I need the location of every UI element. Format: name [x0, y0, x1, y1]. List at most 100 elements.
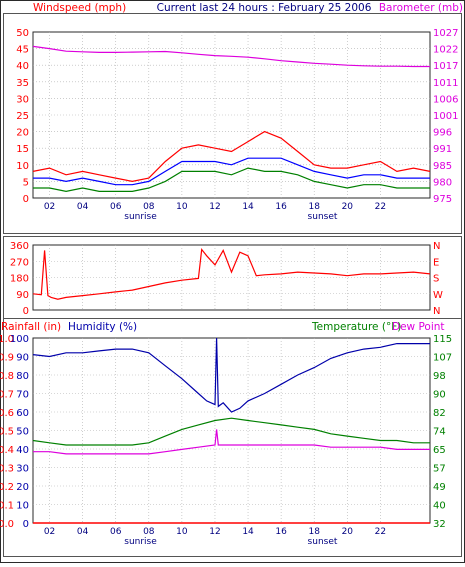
dewpoint-axis-title: Dew Point [392, 321, 445, 333]
rainfall-tick-label: 0.3 [0, 464, 14, 475]
barometer-tick-label: 996 [433, 128, 452, 139]
x-tick-label-wind: 12 [209, 202, 220, 212]
wind-gust-series [32, 130, 431, 183]
direction-degree-tick-label: 180 [10, 274, 29, 285]
x-tick-label-climate: 08 [143, 527, 155, 537]
barometer-tick-label: 1027 [433, 28, 458, 39]
direction-compass-tick-label: S [433, 274, 439, 285]
direction-degree-tick-label: 0 [23, 306, 29, 317]
wind-panel-frame [3, 13, 462, 234]
temperature-axis-title: Temperature (°F) [311, 321, 401, 333]
temperature-series [32, 417, 430, 446]
temperature-tick-label: 90 [433, 390, 446, 401]
windspeed-tick-label: 40 [16, 61, 29, 72]
x-tick-label-wind: 04 [77, 202, 89, 212]
barometer-tick-label: 1011 [433, 78, 458, 89]
barometer-tick-label: 985 [433, 161, 452, 172]
windspeed-tick-label: 50 [16, 28, 29, 39]
temperature-tick-label: 107 [433, 353, 452, 364]
temperature-tick-label: 40 [433, 501, 446, 512]
barometer-tick-label: 980 [433, 177, 452, 188]
x-tick-label-climate: 02 [44, 527, 55, 537]
windspeed-tick-label: 5 [23, 177, 29, 188]
sunset-label: sunset [308, 212, 338, 222]
humidity-tick-label: 90 [16, 353, 29, 364]
rainfall-tick-label: 0.2 [0, 482, 14, 493]
x-tick-label-climate: 12 [209, 527, 220, 537]
x-tick-label-wind: 06 [110, 202, 122, 212]
direction-degree-tick-label: 90 [16, 290, 29, 301]
barometer-axis-title: Barometer (mb) [379, 2, 463, 14]
humidity-tick-label: 80 [16, 371, 29, 382]
windspeed-tick-label: 35 [16, 78, 29, 89]
rainfall-tick-label: 0.8 [0, 371, 14, 382]
humidity-axis-title: Humidity (%) [68, 321, 137, 333]
temperature-tick-label: 57 [433, 464, 446, 475]
x-tick-label-wind: 20 [342, 202, 354, 212]
barometer-tick-label: 1006 [433, 94, 458, 105]
windspeed-tick-label: 25 [16, 111, 29, 122]
barometer-tick-label: 975 [433, 194, 452, 205]
direction-degree-tick-label: 270 [10, 257, 29, 268]
humidity-tick-label: 30 [16, 464, 29, 475]
direction-degree-tick-label: 360 [10, 241, 29, 252]
rainfall-tick-label: 0.7 [0, 390, 14, 401]
x-tick-label-wind: 02 [44, 202, 55, 212]
sunset-label: sunset [308, 537, 338, 547]
x-tick-label-climate: 06 [110, 527, 122, 537]
wind-average-series [33, 157, 430, 186]
windspeed-tick-label: 30 [16, 94, 29, 105]
humidity-tick-label: 100 [10, 334, 29, 345]
sunrise-label: sunrise [124, 537, 157, 547]
x-tick-label-climate: 22 [375, 527, 386, 537]
barometer-series [32, 45, 430, 68]
rainfall-tick-label: 1.0 [0, 334, 14, 345]
barometer-tick-label: 1022 [433, 45, 458, 56]
wind-direction-series [32, 247, 431, 300]
windspeed-tick-label: 20 [16, 128, 29, 139]
dewpoint-series [33, 429, 430, 455]
rainfall-tick-label: 0.9 [0, 353, 14, 364]
direction-compass-tick-label: E [433, 257, 439, 268]
direction-compass-tick-label: N [433, 241, 440, 252]
temperature-tick-label: 65 [433, 445, 446, 456]
humidity-tick-label: 0 [23, 519, 29, 530]
x-tick-label-wind: 10 [176, 202, 188, 212]
barometer-tick-label: 991 [433, 144, 452, 155]
climate-panel-frame [3, 318, 462, 557]
temperature-tick-label: 49 [433, 482, 446, 493]
windspeed-tick-label: 0 [23, 194, 29, 205]
humidity-tick-label: 70 [16, 390, 29, 401]
x-tick-label-wind: 14 [242, 202, 254, 212]
x-tick-label-wind: 18 [308, 202, 320, 212]
x-tick-label-climate: 18 [308, 527, 320, 537]
x-tick-label-climate: 20 [342, 527, 354, 537]
rainfall-tick-label: 0.0 [0, 519, 14, 530]
humidity-tick-label: 50 [16, 427, 29, 438]
barometer-tick-label: 1001 [433, 111, 458, 122]
temperature-tick-label: 32 [433, 519, 446, 530]
windspeed-tick-label: 10 [16, 161, 29, 172]
humidity-series [32, 337, 430, 413]
direction-compass-tick-label: N [433, 306, 440, 317]
x-tick-label-wind: 16 [275, 202, 287, 212]
rainfall-tick-label: 0.1 [0, 501, 14, 512]
x-tick-label-wind: 08 [143, 202, 155, 212]
barometer-tick-label: 1017 [433, 61, 458, 72]
windspeed-tick-label: 15 [16, 144, 29, 155]
x-tick-label-climate: 10 [176, 527, 188, 537]
windspeed-axis-title: Windspeed (mph) [33, 2, 126, 14]
temperature-tick-label: 82 [433, 408, 446, 419]
direction-compass-tick-label: W [433, 290, 443, 301]
rainfall-tick-label: 0.6 [0, 408, 14, 419]
sunrise-label: sunrise [124, 212, 157, 222]
humidity-tick-label: 20 [16, 482, 29, 493]
temperature-tick-label: 98 [433, 371, 446, 382]
humidity-tick-label: 60 [16, 408, 29, 419]
temperature-tick-label: 115 [433, 334, 452, 345]
plot-layers: 0510152025303540455097598098599199610011… [0, 28, 458, 547]
humidity-tick-label: 10 [16, 501, 29, 512]
x-tick-label-climate: 04 [77, 527, 89, 537]
